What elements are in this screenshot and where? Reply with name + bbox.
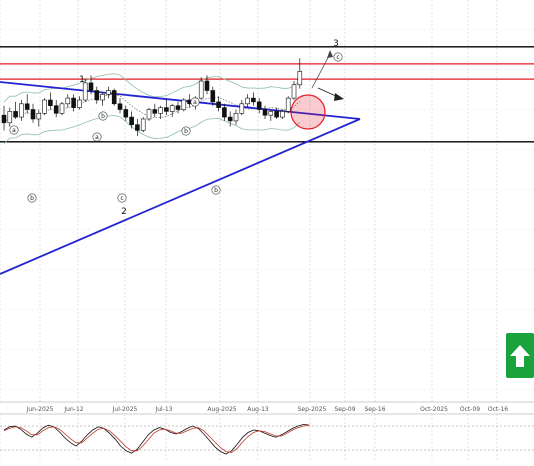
candle-body [82,82,88,101]
wave-label: 2 [121,207,127,217]
candle-body [262,109,268,116]
x-tick-label: Jul-13 [154,406,172,413]
candle-body [100,94,105,101]
candle-body [204,80,210,91]
wave-circle [117,193,127,203]
wave-circle-label: b [101,113,105,120]
candle-body [291,84,297,99]
candle-body [30,109,36,120]
breakout-highlight [290,94,326,130]
wave-circle [211,185,221,195]
candle-body [135,124,140,131]
candle-body [146,109,152,120]
candle-body [36,113,42,120]
candle-body [216,101,221,108]
candle-body [169,105,175,112]
candle-body [175,105,181,110]
candle-body [42,99,47,114]
wave-circle-label: a [95,134,99,141]
wave3-arrow-head [327,50,333,58]
candle-body [13,111,18,118]
wave-circle [9,125,19,135]
triangle-lower-line [0,118,361,275]
target-arrow-line [317,87,339,98]
wave-circle-label: b [30,195,34,202]
x-tick-label: Sep-09 [334,406,355,413]
wave-label: 1 [79,75,85,85]
x-tick-label: Aug-13 [247,406,269,413]
osc-signal-line [3,424,310,453]
candle-body [210,90,216,103]
candle-body [274,111,279,118]
candle-body [129,116,134,125]
candle-body [140,118,146,131]
candle-body [222,107,227,118]
candle-body [181,99,187,110]
wave-circle-label: b [214,187,218,194]
candle-body [268,111,274,116]
wave3-arrow-line [311,53,331,89]
x-tick-label: Aug-2025 [207,406,236,413]
candle-body [71,97,76,108]
candle-body [19,103,24,118]
candle-body [94,90,100,101]
candle-body [227,116,233,122]
wave-circle [190,97,200,107]
candle-body [280,111,285,118]
candle-body [256,101,262,110]
wave-circle-label: a [12,127,16,134]
candle-body [1,114,7,124]
candle-body [233,113,239,122]
candle-body [111,90,117,105]
wave-circle [333,52,343,62]
candle-body [158,107,163,114]
x-tick-label: Oct-09 [460,406,480,413]
candle-body [88,82,94,91]
candle-body [48,99,53,106]
wave-circle-label: b [184,128,188,135]
arrow-up-icon [510,345,530,367]
candle-body [65,97,71,105]
candle-body [251,97,256,103]
candle-body [24,103,30,110]
candle-body [297,71,303,86]
candle-body [59,103,65,114]
candle-body [106,90,111,95]
triangle-upper-line [0,81,361,120]
candle-body [239,103,245,114]
band-upper [3,73,301,103]
x-tick-label: Jul-2025 [112,406,138,413]
x-tick-label: Jun-12 [63,406,83,413]
candle-body [123,109,129,118]
x-tick-label: Sep-16 [364,406,385,413]
band-lower [3,115,301,144]
candle-body [53,105,59,114]
x-tick-label: Jun-2025 [26,406,54,413]
wave-circle [92,132,102,142]
candle-body [245,97,250,105]
osc-main-line [3,423,310,455]
wave-circle-label: c [120,195,123,202]
candle-body [164,107,169,112]
candle-body [77,99,82,108]
wave-circle-label: a [193,99,197,106]
wave-circle-label: c [336,54,339,61]
candle-body [198,80,204,99]
x-tick-label: Sep-2025 [298,406,327,413]
candle-body [7,111,13,124]
candle-body [152,109,158,114]
trend-up-button[interactable] [506,333,534,378]
wave-circle [98,111,108,121]
wave-circle [27,193,37,203]
target-arrow-head [334,93,344,101]
candle-body [285,97,291,112]
wave-label: 3 [333,39,339,49]
wave-circle [181,126,191,136]
x-tick-label: Oct-16 [488,406,508,413]
x-tick-label: Oct-2025 [420,406,448,413]
candle-body [117,103,123,110]
